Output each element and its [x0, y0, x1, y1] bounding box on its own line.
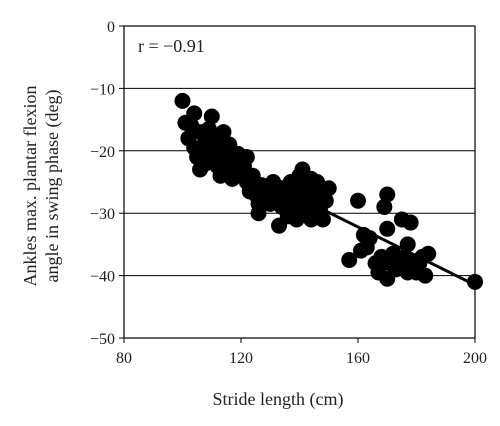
data-point [186, 105, 203, 122]
y-tick-label: −30 [90, 206, 115, 223]
data-point [420, 245, 437, 262]
y-tick-label: −10 [90, 81, 115, 98]
data-point [320, 180, 337, 197]
data-point [379, 220, 396, 237]
data-points [174, 92, 483, 290]
data-point [402, 214, 419, 231]
correlation-annotation: r = −0.91 [138, 36, 205, 56]
x-tick-label: 120 [229, 350, 253, 367]
x-tick-label: 80 [116, 350, 132, 367]
y-axis-label-line1: Ankles max. plantar flexion [20, 86, 40, 287]
data-point [350, 192, 366, 209]
y-tick-label: −50 [90, 331, 115, 348]
y-tick-label: −40 [90, 269, 115, 286]
plot-frame [123, 25, 476, 339]
x-tick-label: 160 [346, 350, 370, 367]
x-tick-label: 200 [463, 350, 487, 367]
y-tick-label: 0 [107, 19, 115, 36]
y-axis-label-line2: angle in swing phase (deg) [42, 90, 63, 283]
data-point [317, 192, 334, 209]
trend-line [184, 140, 476, 287]
y-tick-label: −20 [90, 144, 115, 161]
data-point [250, 205, 267, 222]
data-point [314, 211, 331, 228]
data-point [203, 108, 220, 125]
data-point [238, 149, 255, 166]
data-point [341, 252, 358, 268]
data-point [376, 198, 393, 215]
data-point [379, 186, 396, 203]
data-point [174, 92, 191, 109]
x-axis-label: Stride length (cm) [213, 389, 344, 410]
data-point [417, 267, 434, 284]
axis-ticks [119, 25, 476, 343]
data-point [215, 124, 232, 141]
